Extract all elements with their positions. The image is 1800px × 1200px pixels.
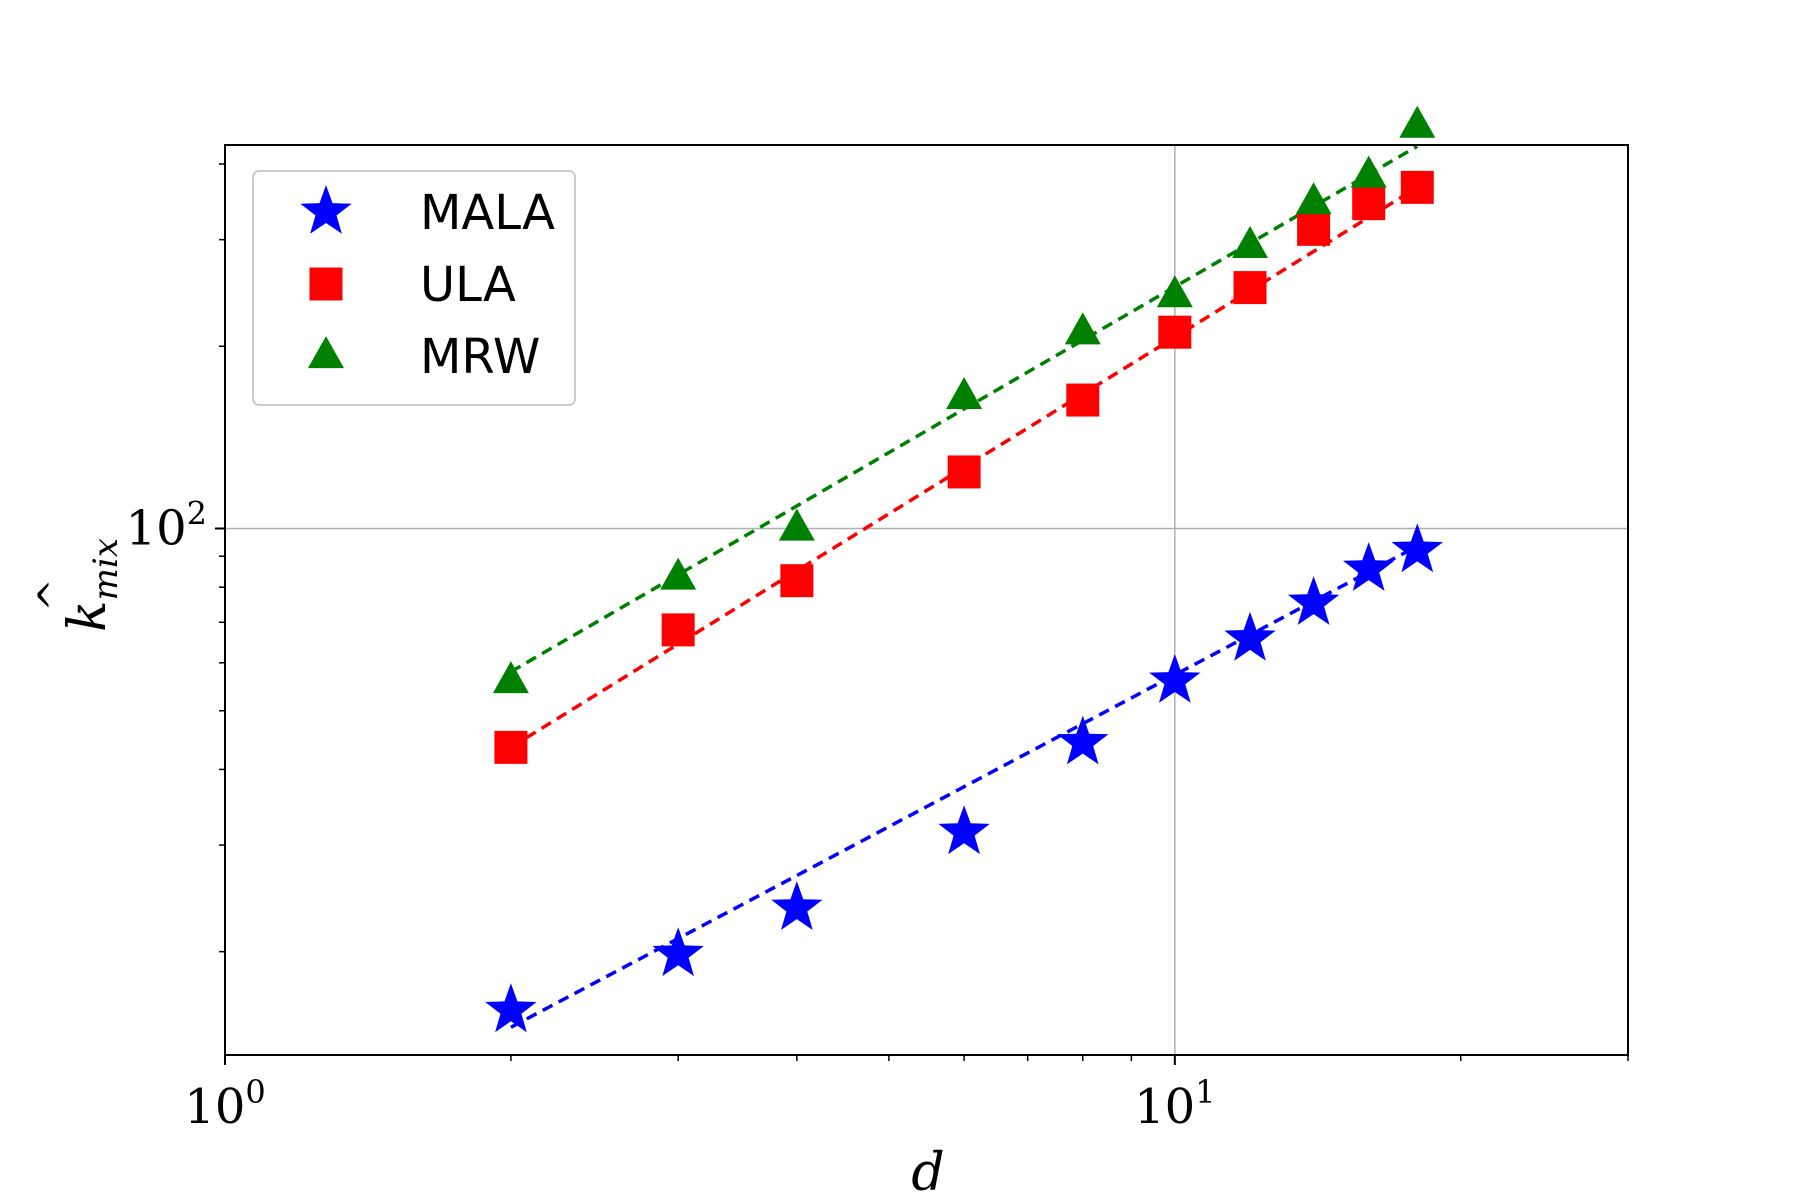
data-point-ula bbox=[1352, 187, 1386, 221]
data-point-mala bbox=[1343, 542, 1395, 591]
data-point-ula bbox=[1400, 170, 1434, 204]
data-point-mala bbox=[1057, 715, 1109, 765]
data-point-ula bbox=[1066, 383, 1100, 417]
legend: MALA ULA MRW bbox=[252, 170, 576, 406]
svg-text:^: ^ bbox=[31, 578, 77, 612]
legend-label-mrw: MRW bbox=[420, 329, 540, 385]
data-point-ula bbox=[661, 613, 695, 647]
data-point-mrw bbox=[1399, 105, 1436, 138]
data-point-mala bbox=[1149, 654, 1201, 703]
data-point-ula bbox=[1297, 212, 1331, 246]
legend-marker-ula bbox=[309, 267, 343, 301]
legend-label-ula: ULA bbox=[420, 257, 516, 313]
data-point-mrw bbox=[660, 557, 697, 590]
data-point-ula bbox=[780, 564, 814, 598]
y-tick-label: 102 bbox=[126, 495, 207, 557]
axis-ticks: 100 101 102 bbox=[126, 163, 1629, 1135]
data-point-ula bbox=[1233, 271, 1267, 305]
data-point-mrw bbox=[1232, 226, 1269, 259]
data-point-mrw bbox=[778, 508, 815, 541]
fit-lines bbox=[510, 144, 1419, 1029]
y-axis-label: kmix ^ bbox=[31, 538, 126, 632]
legend-label-mala: MALA bbox=[420, 185, 555, 241]
x-tick-label: 101 bbox=[1134, 1073, 1215, 1135]
data-point-mrw bbox=[492, 661, 529, 694]
fit-line-mala bbox=[510, 544, 1419, 1029]
data-point-mala bbox=[1391, 523, 1443, 573]
plot-frame bbox=[224, 144, 1629, 1056]
data-point-mrw bbox=[1064, 312, 1101, 345]
legend-marker-mala bbox=[300, 185, 352, 234]
legend-box bbox=[252, 170, 576, 406]
data-point-mrw bbox=[1295, 182, 1332, 215]
data-point-mala bbox=[485, 983, 537, 1033]
x-tick-label: 100 bbox=[184, 1073, 265, 1135]
data-point-mala bbox=[938, 805, 990, 855]
data-point-mala bbox=[1287, 576, 1340, 625]
data-point-ula bbox=[494, 730, 528, 764]
data-point-mala bbox=[771, 881, 823, 930]
data-point-mrw bbox=[1156, 275, 1193, 308]
x-axis-label: d bbox=[911, 1143, 944, 1200]
data-point-mala bbox=[652, 927, 704, 977]
data-point-mrw bbox=[1350, 155, 1387, 188]
data-point-ula bbox=[947, 455, 981, 489]
data-point-mala bbox=[1224, 611, 1276, 661]
legend-marker-mrw bbox=[308, 336, 344, 369]
data-point-mrw bbox=[946, 376, 983, 409]
data-markers bbox=[485, 105, 1443, 1033]
data-point-ula bbox=[1158, 315, 1192, 349]
